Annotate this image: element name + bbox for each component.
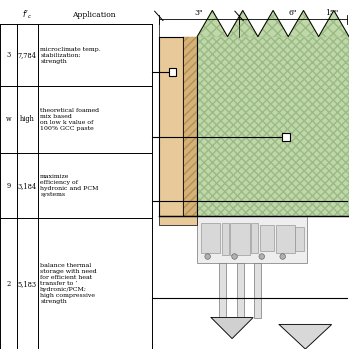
Bar xyxy=(276,225,295,253)
Circle shape xyxy=(205,254,210,259)
Circle shape xyxy=(280,254,285,259)
Bar xyxy=(295,227,304,251)
Text: 15": 15" xyxy=(325,9,339,17)
Polygon shape xyxy=(288,10,319,37)
Bar xyxy=(197,216,307,263)
Polygon shape xyxy=(279,325,332,349)
Polygon shape xyxy=(211,318,253,339)
Bar xyxy=(159,216,197,225)
Polygon shape xyxy=(228,10,258,37)
Bar xyxy=(254,263,261,318)
Bar xyxy=(251,223,258,253)
Text: 3": 3" xyxy=(195,9,203,17)
Polygon shape xyxy=(319,10,349,37)
Polygon shape xyxy=(258,10,288,37)
Bar xyxy=(183,37,197,216)
Text: 6": 6" xyxy=(289,9,297,17)
Bar xyxy=(230,223,250,255)
Bar xyxy=(197,37,349,216)
Bar xyxy=(219,263,226,318)
Bar xyxy=(159,37,183,216)
Text: 2: 2 xyxy=(6,280,10,288)
Text: 3,184: 3,184 xyxy=(17,182,37,190)
Bar xyxy=(282,133,290,141)
Text: $f'_c$: $f'_c$ xyxy=(22,8,32,21)
Bar xyxy=(201,223,220,253)
Text: 3: 3 xyxy=(6,51,10,59)
Circle shape xyxy=(232,254,237,259)
Text: balance thermal
storage with need
for efficient heat
transfer to ˈ
hydronic/PCM;: balance thermal storage with need for ef… xyxy=(40,263,97,304)
Bar xyxy=(260,225,274,251)
Text: w: w xyxy=(6,116,11,123)
Circle shape xyxy=(259,254,265,259)
Bar xyxy=(183,37,197,216)
Text: Application: Application xyxy=(73,11,116,18)
Text: 9: 9 xyxy=(6,182,10,190)
Text: high: high xyxy=(20,116,35,123)
Bar xyxy=(237,263,244,318)
Text: microclimate temp.
stabilization;
strength: microclimate temp. stabilization; streng… xyxy=(40,47,101,64)
Text: maximize
efficiency of
hydronic and PCM
systems: maximize efficiency of hydronic and PCM … xyxy=(40,174,99,197)
Text: 7,784: 7,784 xyxy=(18,51,37,59)
Text: theoretical foamed
mix based
on low k value of
100% GCC paste: theoretical foamed mix based on low k va… xyxy=(40,108,99,131)
Polygon shape xyxy=(197,10,228,37)
Bar xyxy=(169,68,176,76)
Bar xyxy=(197,37,349,216)
Bar xyxy=(222,223,229,255)
Text: 5,183: 5,183 xyxy=(18,280,37,288)
